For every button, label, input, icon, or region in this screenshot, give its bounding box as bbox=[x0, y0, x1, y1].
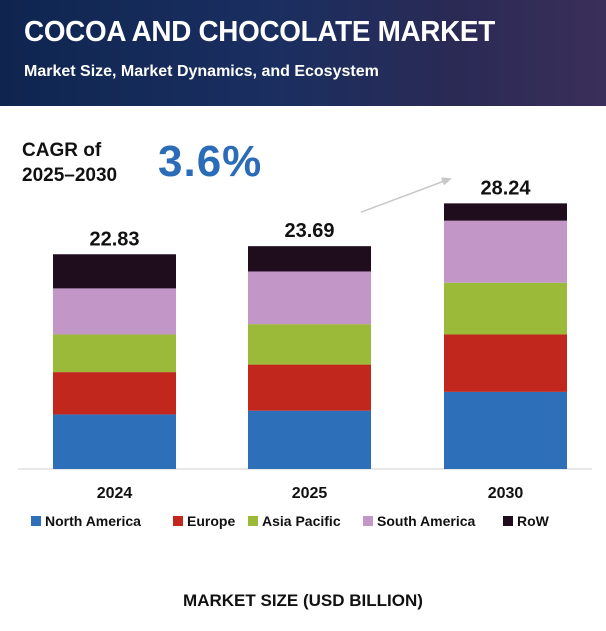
x-axis-title: MARKET SIZE (USD BILLION) bbox=[183, 591, 423, 610]
bar-segment-2024-north-america bbox=[53, 414, 176, 469]
bar-segment-2030-row bbox=[444, 203, 567, 221]
growth-arrow-line bbox=[360, 179, 447, 213]
legend-label-north-america: North America bbox=[45, 513, 141, 529]
bar-segment-2030-south-america bbox=[444, 220, 567, 283]
cagr-value: 3.6% bbox=[158, 137, 263, 186]
legend-label-asia-pacific: Asia Pacific bbox=[262, 513, 341, 529]
legend-label-row: RoW bbox=[517, 513, 550, 529]
legend-swatch-row bbox=[503, 516, 513, 526]
data-label-2030: 28.24 bbox=[480, 177, 531, 199]
header-banner: COCOA AND CHOCOLATE MARKET Market Size, … bbox=[0, 0, 606, 106]
data-label-2024: 22.83 bbox=[89, 228, 139, 250]
legend-label-south-america: South America bbox=[377, 513, 475, 529]
x-tick-label-2025: 2025 bbox=[292, 485, 328, 502]
bar-segment-2030-north-america bbox=[444, 391, 567, 469]
bar-segment-2024-europe bbox=[53, 372, 176, 415]
bar-segment-2025-row bbox=[248, 246, 371, 272]
growth-arrow-head bbox=[441, 177, 452, 186]
bar-segment-2025-asia-pacific bbox=[248, 324, 371, 365]
legend-label-europe: Europe bbox=[187, 513, 235, 529]
bar-segment-2025-south-america bbox=[248, 271, 371, 325]
bar-segment-2024-row bbox=[53, 254, 176, 289]
bar-segment-2025-north-america bbox=[248, 410, 371, 469]
legend-swatch-asia-pacific bbox=[248, 516, 258, 526]
bar-segment-2024-asia-pacific bbox=[53, 334, 176, 373]
bar-segment-2024-south-america bbox=[53, 288, 176, 335]
x-tick-label-2024: 2024 bbox=[97, 485, 133, 502]
cagr-label-line1: CAGR of bbox=[22, 140, 102, 161]
legend-swatch-south-america bbox=[363, 516, 373, 526]
legend-swatch-europe bbox=[173, 516, 183, 526]
cagr-label-line2: 2025–2030 bbox=[22, 165, 118, 186]
bar-segment-2030-europe bbox=[444, 334, 567, 392]
bar-segment-2030-asia-pacific bbox=[444, 282, 567, 335]
page-subtitle: Market Size, Market Dynamics, and Ecosys… bbox=[24, 63, 379, 80]
data-label-2025: 23.69 bbox=[284, 220, 334, 242]
x-tick-label-2030: 2030 bbox=[488, 485, 524, 502]
bar-segment-2025-europe bbox=[248, 364, 371, 411]
legend-swatch-north-america bbox=[31, 516, 41, 526]
stacked-bar-chart: 22.83 2024 23.69 2025 28.24 2030 North America… bbox=[18, 177, 592, 529]
cagr-label: CAGR of 2025–2030 bbox=[22, 138, 162, 188]
page-title: COCOA AND CHOCOLATE MARKET bbox=[24, 16, 495, 48]
